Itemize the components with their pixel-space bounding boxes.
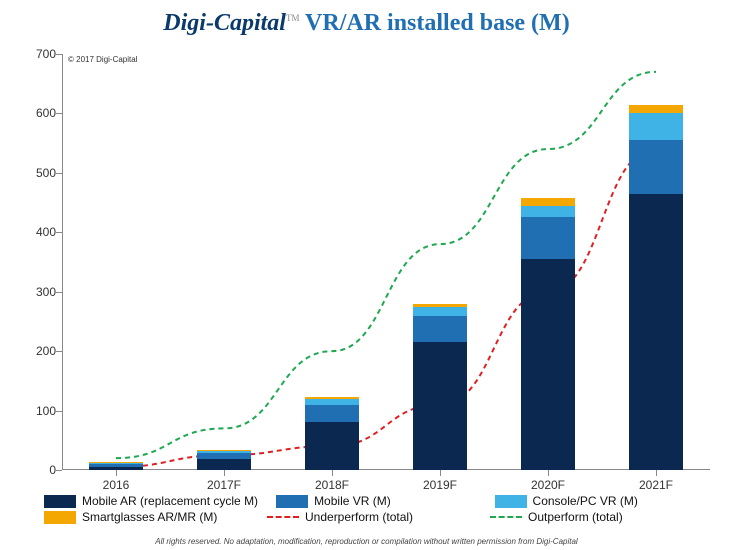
bar-segment-mobile_vr bbox=[305, 405, 359, 423]
legend-label: Console/PC VR (M) bbox=[533, 494, 638, 508]
legend-label: Smartglasses AR/MR (M) bbox=[82, 510, 217, 524]
legend-row: Mobile AR (replacement cycle M) Mobile VR… bbox=[44, 494, 713, 508]
legend: Mobile AR (replacement cycle M) Mobile VR… bbox=[44, 494, 713, 526]
legend-row: Smartglasses AR/MR (M) Underperform (tota… bbox=[44, 510, 713, 524]
trend-line-underperform bbox=[116, 149, 656, 467]
x-axis-label: 2018F bbox=[292, 478, 372, 492]
x-tick bbox=[440, 470, 441, 476]
y-axis-label: 600 bbox=[16, 106, 56, 120]
bar-segment-mobile_ar bbox=[413, 342, 467, 470]
bar-segment-console_pc_vr bbox=[89, 462, 143, 464]
bar-segment-mobile_ar bbox=[89, 467, 143, 470]
legend-line-swatch bbox=[267, 516, 299, 518]
legend-swatch bbox=[495, 495, 527, 508]
legend-item-underperform: Underperform (total) bbox=[267, 510, 472, 524]
legend-swatch bbox=[276, 495, 308, 508]
bar-segment-mobile_ar bbox=[197, 459, 251, 470]
y-axis-label: 400 bbox=[16, 225, 56, 239]
bar-segment-mobile_vr bbox=[629, 140, 683, 193]
y-axis-label: 100 bbox=[16, 404, 56, 418]
legend-item-mobile_ar: Mobile AR (replacement cycle M) bbox=[44, 494, 258, 508]
legend-line-swatch bbox=[490, 516, 522, 518]
y-tick bbox=[56, 411, 62, 412]
x-axis-label: 2017F bbox=[184, 478, 264, 492]
title-main: VR/AR installed base (M) bbox=[299, 10, 569, 36]
chart-plot-area: 010020030040050060070020162017F2018F2019… bbox=[62, 54, 710, 470]
legend-item-outperform: Outperform (total) bbox=[490, 510, 695, 524]
bar-segment-console_pc_vr bbox=[305, 399, 359, 405]
bar-segment-console_pc_vr bbox=[197, 451, 251, 453]
x-axis-label: 2019F bbox=[400, 478, 480, 492]
x-axis bbox=[62, 469, 710, 470]
y-tick bbox=[56, 292, 62, 293]
bar-segment-smartglasses bbox=[629, 105, 683, 114]
legend-item-mobile_vr: Mobile VR (M) bbox=[276, 494, 476, 508]
trend-lines bbox=[62, 54, 710, 470]
bar-segment-console_pc_vr bbox=[629, 113, 683, 140]
bar-segment-console_pc_vr bbox=[521, 206, 575, 218]
bar-segment-mobile_ar bbox=[521, 259, 575, 470]
bar-segment-smartglasses bbox=[89, 462, 143, 463]
bar-segment-smartglasses bbox=[413, 304, 467, 307]
title-brand-text: Digi-Capital bbox=[163, 10, 286, 36]
bar-segment-smartglasses bbox=[197, 450, 251, 451]
legend-label: Outperform (total) bbox=[528, 510, 623, 524]
y-axis bbox=[62, 54, 63, 470]
legend-swatch bbox=[44, 495, 76, 508]
bar-segment-mobile_vr bbox=[521, 217, 575, 259]
title-brand: Digi-CapitalTM bbox=[163, 10, 299, 36]
y-tick bbox=[56, 113, 62, 114]
x-tick bbox=[548, 470, 549, 476]
y-tick bbox=[56, 351, 62, 352]
legend-label: Mobile VR (M) bbox=[314, 494, 391, 508]
x-tick bbox=[116, 470, 117, 476]
x-axis-label: 2021F bbox=[616, 478, 696, 492]
legend-item-smartglasses: Smartglasses AR/MR (M) bbox=[44, 510, 249, 524]
legend-label: Mobile AR (replacement cycle M) bbox=[82, 494, 258, 508]
bar-segment-mobile_vr bbox=[413, 316, 467, 343]
bar-segment-smartglasses bbox=[521, 198, 575, 205]
y-axis-label: 300 bbox=[16, 285, 56, 299]
y-axis-label: 200 bbox=[16, 344, 56, 358]
bar-segment-mobile_vr bbox=[197, 453, 251, 459]
x-axis-label: 2016 bbox=[76, 478, 156, 492]
y-tick bbox=[56, 173, 62, 174]
chart-title: Digi-CapitalTM VR/AR installed base (M) bbox=[0, 0, 733, 37]
y-tick bbox=[56, 470, 62, 471]
bar-segment-mobile_ar bbox=[629, 194, 683, 470]
bar-segment-smartglasses bbox=[305, 397, 359, 399]
y-tick bbox=[56, 54, 62, 55]
legend-item-console_pc_vr: Console/PC VR (M) bbox=[495, 494, 695, 508]
x-tick bbox=[224, 470, 225, 476]
bar-segment-console_pc_vr bbox=[413, 307, 467, 316]
x-axis-label: 2020F bbox=[508, 478, 588, 492]
title-tm: TM bbox=[286, 13, 300, 23]
y-axis-label: 700 bbox=[16, 47, 56, 61]
legend-label: Underperform (total) bbox=[305, 510, 413, 524]
bar-segment-mobile_ar bbox=[305, 422, 359, 470]
y-axis-label: 500 bbox=[16, 166, 56, 180]
footer-text: All rights reserved. No adaptation, modi… bbox=[0, 537, 733, 546]
x-tick bbox=[656, 470, 657, 476]
legend-swatch bbox=[44, 511, 76, 524]
bar-segment-mobile_vr bbox=[89, 464, 143, 467]
x-tick bbox=[332, 470, 333, 476]
y-tick bbox=[56, 232, 62, 233]
trend-line-outperform bbox=[116, 72, 656, 458]
y-axis-label: 0 bbox=[16, 463, 56, 477]
